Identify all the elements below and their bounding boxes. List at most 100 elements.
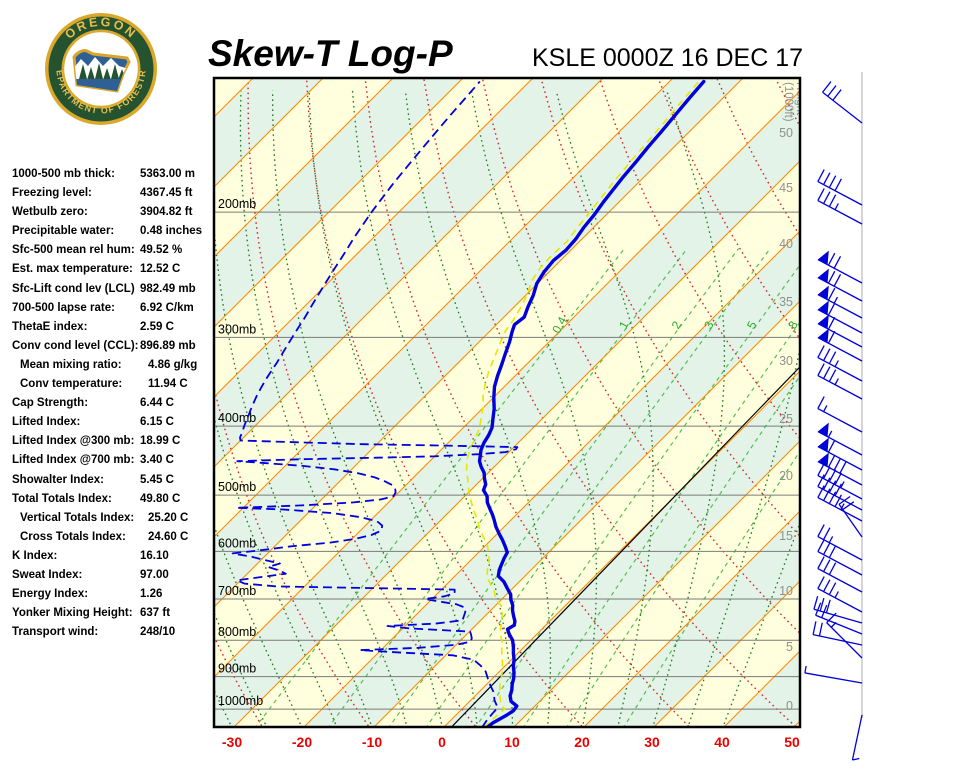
dry-adiabat	[247, 79, 477, 727]
temp-band	[794, 721, 800, 727]
isotherm-line	[303, 230, 800, 727]
stat-value: 5363.00 m	[140, 168, 195, 180]
mixing-ratio-line	[523, 321, 800, 727]
dry-adiabat	[53, 79, 157, 730]
stat-row: Lifted Index @700 mb: 3.40 C	[12, 454, 212, 473]
stat-value: 5.45 C	[140, 473, 174, 486]
temp-band	[214, 91, 800, 727]
wind-barb	[817, 422, 863, 456]
x-axis-label: 10	[504, 734, 520, 750]
isotherm-line	[214, 78, 534, 398]
stat-value: 4367.45 ft	[140, 187, 193, 200]
stat-row: Conv temperature: 11.94 C	[12, 378, 212, 397]
isotherm-line	[583, 510, 800, 727]
station-header: KSLE 0000Z 16 DEC 17	[532, 44, 803, 72]
stat-value: 2.59 C	[140, 320, 174, 333]
stat-value: 6.92 C/km	[140, 301, 194, 314]
height-tick-label: 35	[779, 295, 793, 309]
wind-barb	[838, 495, 863, 538]
wind-barb	[817, 539, 863, 576]
moist-adiabat	[404, 90, 552, 727]
stat-label: Conv temperature:	[20, 378, 123, 391]
stat-row: K Index: 16.10	[12, 550, 212, 569]
stat-value: 3.40 C	[140, 454, 174, 467]
height-tick-label: 15	[779, 529, 793, 543]
wind-barb	[817, 314, 863, 348]
wind-barb	[817, 328, 863, 362]
pressure-label: 400mb	[218, 411, 256, 425]
stat-value: 637 ft	[140, 607, 171, 620]
dry-adiabat	[214, 634, 264, 727]
stat-label: ThetaE index:	[12, 320, 88, 333]
stat-row: Sweat Index: 97.00	[12, 569, 212, 588]
temp-band	[214, 78, 800, 677]
stat-row: Est. max temperature: 12.52 C	[12, 263, 212, 282]
height-tick-label: 10	[779, 584, 793, 598]
dry-adiabat	[893, 79, 960, 730]
moist-adiabat	[0, 91, 57, 729]
dry-adiabat	[775, 78, 800, 128]
stat-value: 49.52 %	[140, 244, 183, 257]
stat-label: 1000-500 mb thick:	[12, 168, 115, 180]
moist-adiabat	[85, 91, 197, 729]
mixing-ratio-line	[328, 248, 688, 727]
pressure-label: 700mb	[218, 584, 256, 598]
stat-row: Lifted Index: 6.15 C	[12, 416, 212, 435]
isotherm-line	[214, 78, 604, 468]
isotherm-line	[513, 440, 800, 727]
stat-row: 700-500 lapse rate: 6.92 C/km	[12, 302, 212, 321]
logo-scene-details	[74, 57, 129, 92]
stat-label: Lifted Index @700 mb:	[12, 454, 135, 467]
stat-row: Cap Strength: 6.44 C	[12, 397, 212, 416]
stat-row: Sfc-500 mean rel hum: 49.52 %	[12, 244, 212, 263]
wind-barb	[804, 665, 863, 684]
wetbulb-trace	[465, 80, 700, 727]
stat-label: Est. max temperature:	[12, 263, 133, 276]
height-tick-label: 40	[779, 237, 793, 251]
stat-value: 896.89 mb	[140, 339, 196, 352]
temp-band	[864, 78, 960, 727]
isotherm-line	[0, 78, 183, 727]
x-axis-label: 50	[784, 734, 800, 750]
svg-text:Height: Height	[794, 82, 806, 116]
stat-value: 6.15 C	[140, 416, 174, 429]
isotherm-line	[793, 720, 800, 727]
pressure-label: 800mb	[218, 625, 256, 639]
wind-barb	[817, 169, 863, 206]
stat-row: Wetbulb zero: 3904.82 ft	[12, 206, 212, 225]
stat-value: 3904.82 ft	[140, 206, 193, 219]
moist-adiabat	[37, 91, 128, 729]
stat-label: Conv cond level (CCL):	[12, 339, 139, 352]
moist-adiabat	[12, 91, 92, 729]
dewpoint-trace	[231, 80, 519, 727]
plot-frame	[212, 76, 802, 729]
wind-barb	[817, 524, 863, 561]
stat-label: 700-500 lapse rate:	[12, 301, 115, 314]
stat-row: Freezing level: 4367.45 ft	[12, 187, 212, 206]
dry-adiabat	[952, 79, 960, 730]
svg-text:(1000ft): (1000ft)	[782, 82, 794, 122]
stat-row: Sfc-Lift cond lev (LCL) 982.49 mb	[12, 283, 212, 302]
wind-barb	[817, 452, 863, 486]
isotherm-line	[214, 90, 800, 678]
wind-barb	[817, 576, 863, 613]
moist-adiabat	[470, 90, 598, 727]
dry-adiabat	[0, 79, 50, 730]
stat-row: Precipitable water: 0.48 inches	[12, 225, 212, 244]
stat-value: 12.52 C	[140, 263, 181, 276]
isotherm-line	[233, 160, 800, 727]
stat-value: 0.48 inches	[140, 225, 203, 238]
x-axis-label: -10	[362, 734, 382, 750]
stat-label: Transport wind:	[12, 626, 99, 639]
stat-label: Showalter Index:	[12, 473, 105, 486]
height-tick-label: 25	[779, 412, 793, 426]
stat-label: Energy Index:	[12, 588, 89, 601]
x-axis-label: 40	[714, 734, 730, 750]
temperature-trace	[477, 79, 706, 727]
height-tick-label: 5	[786, 640, 793, 654]
dry-adiabat	[835, 79, 960, 730]
height-tick-label: 20	[779, 469, 793, 483]
x-axis-label: 30	[644, 734, 660, 750]
pressure-label: 500mb	[218, 480, 256, 494]
